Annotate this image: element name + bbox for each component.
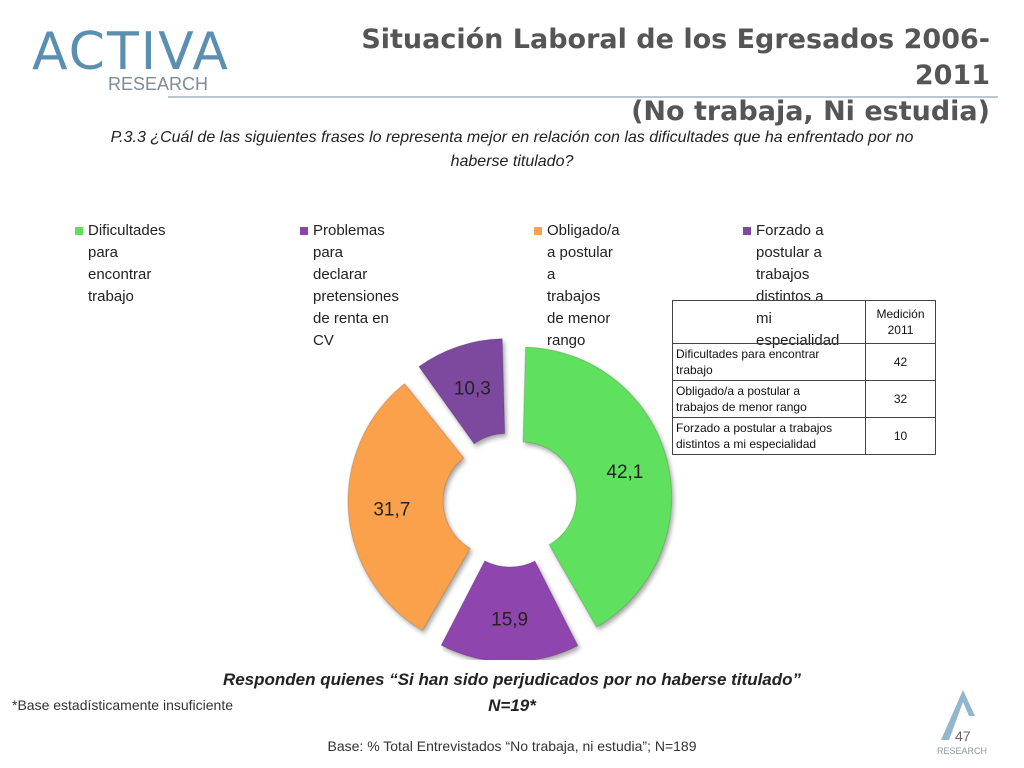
legend-swatch-3 bbox=[534, 227, 542, 235]
donut-label-1: 42,1 bbox=[606, 462, 643, 483]
sample-size: N=19* bbox=[488, 696, 536, 715]
donut-chart: 42,1 15,9 31,7 10,3 bbox=[347, 338, 673, 660]
legend-swatch-1 bbox=[75, 227, 83, 235]
data-table: Medición 2011 Dificultades para encontrar… bbox=[672, 300, 936, 455]
table-header-row: Medición 2011 bbox=[672, 300, 936, 344]
page-number: 47 bbox=[955, 728, 971, 744]
logo-sub: RESEARCH bbox=[108, 74, 209, 94]
activa-logo: ACTIVA RESEARCH bbox=[32, 16, 228, 100]
table-row: Forzado a postular a trabajos distintos a… bbox=[672, 417, 936, 455]
donut-label-2: 15,9 bbox=[491, 609, 528, 630]
respondent-note: Responden quienes “Si han sido perjudica… bbox=[222, 670, 802, 689]
legend-swatch-2 bbox=[300, 227, 308, 235]
table-header-medicion: Medición 2011 bbox=[865, 300, 936, 344]
corner-logo-icon: RESEARCH bbox=[937, 690, 987, 756]
legend-label-3: Obligado/a a postular a trabajos de menor… bbox=[547, 222, 620, 349]
table-row-value: 42 bbox=[865, 343, 936, 381]
table-header-empty bbox=[672, 300, 866, 344]
table-row-value: 32 bbox=[865, 380, 936, 418]
question-line-1: P.3.3 ¿Cuál de las siguientes frases lo … bbox=[110, 129, 914, 146]
table-row: Obligado/a a postular a trabajos de menor… bbox=[672, 380, 936, 418]
title-line-1: Situación Laboral de los Egresados 2006-… bbox=[361, 24, 990, 91]
legend-label-1: Dificultades para encontrar trabajo bbox=[88, 222, 166, 305]
question-text: P.3.3 ¿Cuál de las siguientes frases lo … bbox=[40, 126, 984, 174]
donut-slice-3 bbox=[347, 382, 471, 632]
donut-label-4: 10,3 bbox=[454, 379, 491, 400]
legend-swatch-4 bbox=[743, 227, 751, 235]
chart-legend: Dificultades para encontrar trabajo Probl… bbox=[0, 220, 1024, 349]
title-line-2: (No trabaja, Ni estudia) bbox=[631, 96, 990, 127]
legend-label-2: Problemas para declarar pretensiones de r… bbox=[313, 222, 399, 349]
table-row: Dificultades para encontrar trabajo 42 bbox=[672, 343, 936, 381]
donut-slice-1 bbox=[522, 346, 673, 628]
table-row-label: Obligado/a a postular a trabajos de menor… bbox=[672, 380, 866, 418]
table-row-label: Forzado a postular a trabajos distintos a… bbox=[672, 417, 866, 455]
table-row-value: 10 bbox=[865, 417, 936, 455]
logo-word: ACTIVA bbox=[32, 22, 230, 82]
table-row-label: Dificultades para encontrar trabajo bbox=[672, 343, 866, 381]
page-title: Situación Laboral de los Egresados 2006-… bbox=[350, 22, 990, 130]
corner-logo-text: RESEARCH bbox=[937, 746, 987, 756]
base-warning: *Base estadísticamente insuficiente bbox=[12, 697, 234, 713]
donut-label-3: 31,7 bbox=[373, 500, 410, 521]
base-text: Base: % Total Entrevistados “No trabaja,… bbox=[327, 738, 697, 754]
donut-slice-2 bbox=[440, 560, 579, 660]
donut-slice-4 bbox=[418, 338, 506, 445]
question-line-2: haberse titulado? bbox=[450, 153, 574, 170]
title-divider bbox=[168, 96, 998, 98]
